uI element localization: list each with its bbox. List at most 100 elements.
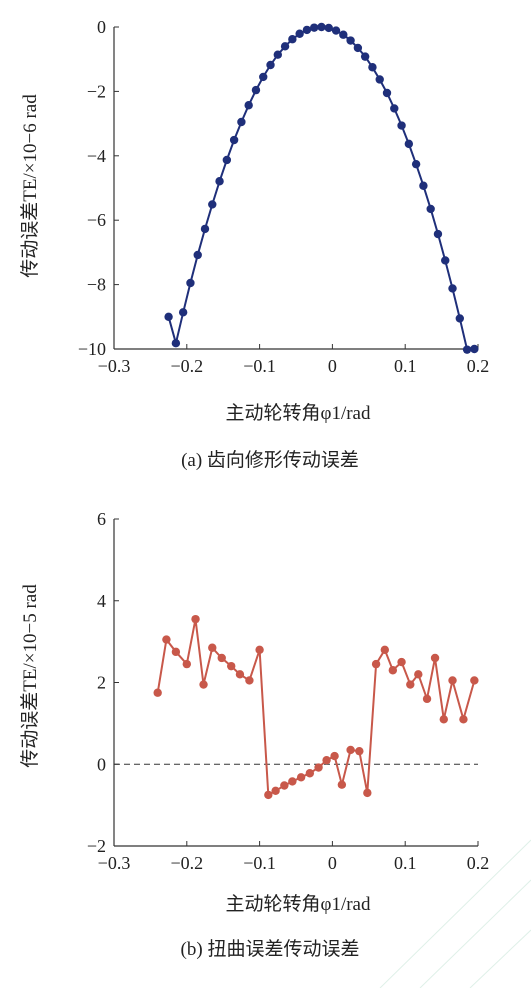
data-point (433, 229, 443, 239)
x-tick-label: −0.1 (243, 356, 276, 376)
data-point (245, 676, 254, 685)
data-point (271, 786, 280, 796)
data-point (191, 614, 200, 624)
data-point (330, 751, 339, 761)
data-point (430, 653, 440, 663)
data-point (305, 769, 315, 778)
data-point (310, 23, 319, 32)
chart-b-ticks: −0.3 −0.2 −0.1 0 0.1 0.2 6 4 2 0 −2 (87, 509, 489, 873)
y-tick-label: 0 (97, 754, 106, 774)
x-tick-label: 0 (328, 356, 337, 376)
data-point (255, 645, 264, 654)
data-point (448, 676, 457, 685)
data-point (266, 60, 275, 70)
data-point (302, 25, 312, 35)
x-tick-label: −0.3 (98, 853, 131, 873)
data-point (280, 42, 290, 51)
data-point (382, 88, 392, 98)
data-point (162, 635, 171, 644)
data-point (380, 645, 390, 654)
data-point (363, 788, 372, 798)
data-point (470, 676, 479, 685)
data-point (200, 224, 210, 234)
y-tick-label: −2 (87, 836, 106, 856)
y-tick-label: −2 (87, 81, 106, 101)
data-point (441, 256, 450, 265)
data-point (346, 745, 355, 755)
chart-b-caption: (b) 扭曲误差传动误差 (181, 938, 360, 960)
data-point (324, 23, 333, 33)
data-point (259, 72, 268, 82)
data-point (182, 659, 191, 669)
x-tick-label: 0.1 (394, 853, 417, 873)
data-point (171, 339, 181, 348)
chart-a-axes (113, 27, 478, 350)
data-point (470, 344, 479, 354)
data-point (251, 85, 261, 95)
y-tick-label: 4 (97, 591, 106, 611)
chart-a-ticks: −0.3 −0.2 −0.1 0 0.1 0.2 0 −2 −4 −6 −8 −10 (78, 17, 489, 376)
data-point (171, 647, 181, 657)
data-point (186, 278, 195, 288)
x-tick-label: 0.2 (467, 853, 490, 873)
y-tick-label: −4 (87, 146, 106, 166)
data-point (346, 36, 355, 45)
data-point (237, 117, 246, 127)
data-point (164, 312, 173, 321)
data-point (314, 763, 323, 772)
x-tick-label: 0.1 (394, 356, 417, 376)
data-point (227, 661, 236, 671)
data-point (322, 755, 331, 765)
data-point (371, 659, 381, 669)
data-point (390, 104, 399, 113)
y-tick-label: −8 (87, 275, 106, 295)
data-point (317, 22, 326, 32)
data-point (199, 680, 208, 689)
chart-a-series (164, 22, 479, 354)
data-point (296, 773, 306, 782)
data-point (215, 177, 224, 186)
data-point (406, 680, 415, 689)
data-point (153, 688, 162, 697)
data-point (419, 181, 428, 190)
data-point (414, 670, 423, 679)
data-point (339, 30, 348, 39)
x-tick-label: −0.1 (243, 853, 276, 873)
data-point (397, 121, 406, 130)
data-point (264, 790, 273, 800)
data-point (368, 63, 377, 72)
data-point (355, 746, 364, 756)
chart-b: −0.3 −0.2 −0.1 0 0.1 0.2 6 4 2 0 −2 传动误差TE/×10−5 r… (19, 509, 489, 960)
data-point (193, 250, 202, 260)
data-point (331, 26, 341, 35)
chart-b-series (153, 614, 479, 800)
data-point (360, 52, 370, 61)
y-tick-label: 2 (97, 673, 106, 693)
chart-a-ylabel: 传动误差TE/×10−6 rad (19, 94, 41, 278)
data-point (439, 715, 448, 724)
x-tick-label: 0 (328, 853, 337, 873)
data-point (353, 43, 363, 53)
x-tick-label: −0.2 (170, 356, 203, 376)
data-point (235, 670, 245, 679)
data-point (244, 101, 253, 110)
data-point (288, 777, 297, 786)
background-decoration (379, 839, 531, 988)
x-tick-label: 0.2 (467, 356, 490, 376)
y-tick-label: −6 (87, 210, 106, 230)
data-point (462, 345, 472, 354)
data-point (375, 75, 384, 84)
data-point (411, 159, 421, 169)
data-point (178, 308, 188, 317)
y-tick-label: −10 (78, 339, 106, 359)
data-point (280, 781, 289, 790)
data-point (288, 35, 297, 44)
x-tick-label: −0.3 (98, 356, 131, 376)
data-point (422, 694, 432, 704)
data-point (229, 135, 239, 145)
data-point (388, 666, 398, 675)
data-point (208, 200, 217, 209)
chart-b-ylabel: 传动误差TE/×10−5 rad (19, 584, 41, 768)
chart-a: −0.3 −0.2 −0.1 0 0.1 0.2 0 −2 −4 −6 −8 −10 传动误差TE/×… (19, 17, 489, 471)
